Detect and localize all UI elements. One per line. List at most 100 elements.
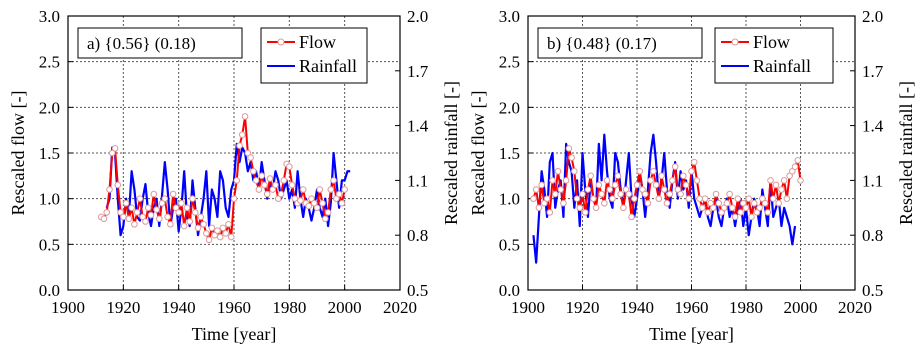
- flow-point: [136, 195, 144, 202]
- flow-point: [175, 209, 182, 216]
- y-right-tick-label: 1.4: [862, 117, 884, 136]
- flow-point: [587, 172, 594, 180]
- flow-point: [565, 145, 573, 152]
- flow-point: [723, 199, 731, 207]
- chart-panel-a: 1900 1920 1940 1960 1980 2000 2020 0.0 0.5 1.0 1.5…: [8, 7, 461, 344]
- flow-point: [598, 190, 605, 198]
- y-right-tick-label: 1.7: [862, 62, 884, 81]
- y-right-tick-label: 1.1: [862, 171, 883, 190]
- x-tick-label: 1940: [620, 298, 654, 317]
- y-right-tick-label: 1.1: [407, 171, 428, 190]
- flow-point: [341, 186, 348, 193]
- flow-point: [316, 186, 324, 193]
- flow-point: [305, 202, 313, 210]
- y-tick-label: 1.5: [39, 144, 60, 163]
- flow-point: [261, 181, 268, 189]
- flow-point: [584, 186, 592, 193]
- flow-point: [239, 131, 246, 139]
- flow-point: [125, 215, 133, 223]
- flow-point: [636, 167, 644, 175]
- flow-point: [208, 224, 216, 232]
- flow-point: [731, 213, 739, 221]
- x-axis-label: Time [year]: [192, 324, 277, 344]
- flow-point: [778, 186, 785, 193]
- flow-point: [562, 177, 570, 184]
- flow-point: [699, 204, 706, 212]
- flow-point: [734, 195, 742, 202]
- flow-point: [669, 177, 676, 184]
- flow-point: [571, 167, 578, 175]
- flow-point: [299, 186, 307, 193]
- flow-point: [153, 206, 160, 213]
- flow-point: [568, 154, 575, 161]
- flow-point: [169, 190, 177, 198]
- x-tick-label: 1980: [272, 298, 306, 317]
- flow-point: [756, 204, 763, 212]
- y-tick-label: 0.0: [499, 281, 520, 300]
- flow-point: [557, 186, 565, 193]
- legend-marker: [731, 38, 739, 46]
- flow-point: [650, 167, 657, 175]
- flow-point: [216, 233, 224, 241]
- flow-point: [780, 177, 788, 184]
- flow-point: [797, 177, 804, 184]
- flow-point: [750, 199, 758, 207]
- flow-point: [230, 195, 238, 202]
- flow-point: [647, 177, 654, 184]
- flow-point: [551, 190, 559, 198]
- series-line-rainfall: [105, 142, 351, 237]
- flow-point: [186, 218, 194, 225]
- flow-point: [133, 209, 141, 216]
- flow-point: [286, 163, 293, 170]
- flow-point: [200, 220, 207, 228]
- flow-point: [266, 175, 274, 182]
- flow-point: [203, 230, 210, 237]
- y-tick-label: 2.5: [39, 53, 60, 72]
- flow-point: [660, 186, 668, 193]
- flow-point: [609, 195, 616, 202]
- flow-point: [205, 236, 213, 244]
- flow-point: [233, 177, 241, 184]
- flow-point: [726, 190, 733, 198]
- y-right-tick-label: 0.5: [862, 281, 883, 300]
- flow-point: [729, 204, 736, 212]
- annotation-box: [537, 27, 703, 59]
- flow-point: [178, 199, 185, 207]
- x-tick-label: 1900: [511, 298, 545, 317]
- flow-point: [671, 163, 679, 170]
- flow-point: [222, 230, 229, 237]
- flow-point: [617, 190, 624, 198]
- flow-point: [161, 195, 169, 202]
- flow-point: [189, 195, 196, 202]
- flow-point: [579, 190, 586, 198]
- y-tick-label: 0.0: [39, 281, 60, 300]
- flow-point: [655, 195, 663, 202]
- flow-point: [767, 177, 774, 184]
- flow-point: [147, 211, 155, 219]
- flow-point: [131, 220, 138, 228]
- flow-point: [214, 227, 221, 234]
- panel-annotation: b) {0.48} (0.17): [547, 34, 657, 53]
- flow-point: [100, 215, 108, 223]
- flow-point: [769, 195, 777, 202]
- flow-point: [236, 142, 243, 149]
- flow-point: [532, 186, 540, 193]
- flow-point: [225, 220, 232, 228]
- x-tick-label: 1920: [566, 298, 600, 317]
- legend-label-rainfall: Rainfall: [299, 56, 357, 76]
- x-tick-label: 2000: [328, 298, 362, 317]
- x-tick-label: 2000: [784, 298, 818, 317]
- flow-point: [142, 218, 149, 225]
- flow-point: [241, 113, 249, 120]
- legend-label-flow: Flow: [753, 32, 790, 52]
- flow-point: [603, 177, 611, 184]
- flow-point: [252, 177, 260, 184]
- legend-marker: [277, 38, 285, 46]
- flow-point: [167, 220, 174, 228]
- flow-point: [606, 186, 614, 193]
- flow-point: [641, 190, 649, 198]
- y-tick-label: 1.5: [499, 144, 520, 163]
- flow-point: [682, 181, 690, 189]
- flow-point: [630, 195, 638, 202]
